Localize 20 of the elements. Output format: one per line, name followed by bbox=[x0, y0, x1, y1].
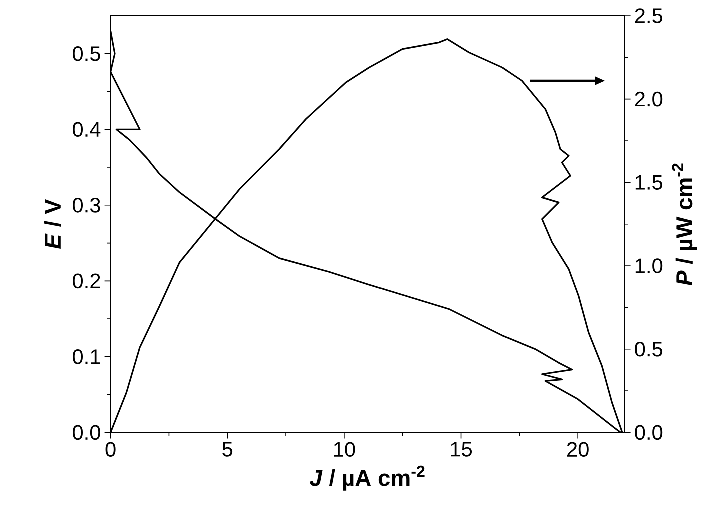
x-tick-label: 20 bbox=[567, 442, 589, 458]
x-tick-label: 10 bbox=[334, 442, 356, 458]
y2-tick-label: 0.5 bbox=[635, 342, 663, 357]
y-tick-label: 0.4 bbox=[73, 122, 101, 138]
y-tick-label: 0.2 bbox=[73, 274, 100, 289]
y2-tick-label: 0.0 bbox=[635, 425, 663, 440]
x-tick-label: 15 bbox=[451, 442, 472, 457]
x-tick-label: 5 bbox=[222, 442, 233, 457]
y-tick-label: 0.3 bbox=[73, 198, 100, 213]
y2-tick-label: 2.5 bbox=[635, 8, 663, 24]
y2-tick-label: 2.0 bbox=[635, 92, 663, 107]
x-axis-title: J / µA cm$^{-2}$ bbox=[310, 466, 425, 491]
y2-tick-label: 1.0 bbox=[636, 258, 663, 274]
y-tick-label: 0.1 bbox=[73, 350, 100, 364]
y-axis-title: E / V bbox=[44, 199, 62, 250]
y2-axis-title: P / µW cm$^{-2}$ bbox=[672, 164, 698, 286]
y2-tick-label: 1.5 bbox=[636, 175, 663, 190]
y-tick-label: 0.5 bbox=[73, 46, 100, 62]
x-tick-label: 0 bbox=[106, 442, 116, 458]
y-tick-label: 0.0 bbox=[73, 425, 100, 440]
